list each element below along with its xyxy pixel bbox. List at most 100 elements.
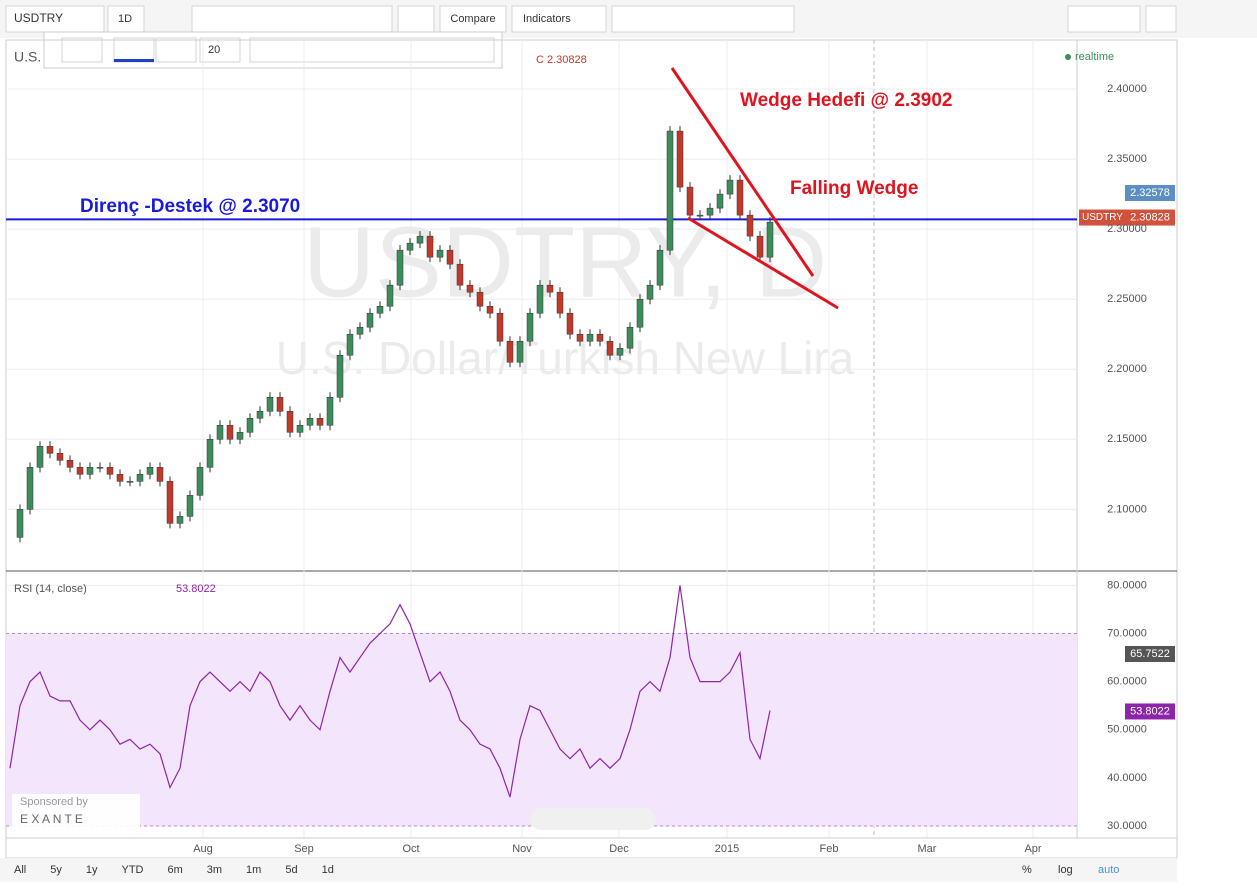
range-button[interactable]: 5y — [50, 864, 62, 876]
candle-body — [66, 460, 74, 468]
x-tick-label: Sep — [294, 843, 314, 855]
candle-body — [276, 397, 284, 412]
candle-body — [516, 340, 524, 363]
interval-box[interactable] — [107, 5, 145, 33]
undo-redo[interactable] — [1067, 5, 1141, 33]
candle-body — [336, 354, 344, 398]
doc-button[interactable] — [61, 37, 103, 63]
candle-body — [196, 467, 204, 496]
candle-body — [166, 481, 174, 524]
tools-buttons[interactable] — [611, 5, 795, 33]
y-tick-label: 30.0000 — [1107, 820, 1147, 832]
x-tick-label: Mar — [918, 843, 937, 855]
candle-body — [236, 432, 244, 440]
candle-body — [566, 312, 574, 335]
candle-body — [86, 467, 94, 475]
x-tick-label: Oct — [402, 843, 419, 855]
candle-body — [296, 425, 304, 433]
y-tick-label: 2.35000 — [1107, 153, 1147, 165]
candle-body — [716, 193, 724, 209]
candle-body — [496, 312, 504, 342]
fullscreen[interactable] — [1145, 5, 1177, 33]
candle-body — [556, 291, 564, 314]
candle-body — [696, 214, 704, 217]
range-button[interactable]: YTD — [121, 864, 143, 876]
candle-body — [206, 439, 214, 468]
candle-body — [286, 411, 294, 433]
candle-body — [586, 333, 594, 342]
scale-option[interactable]: auto — [1098, 864, 1119, 876]
rsi-title: RSI (14, close) — [14, 583, 87, 595]
rsi-label: 65.7522 — [1130, 648, 1170, 660]
candle-body — [246, 418, 254, 433]
rsi-line — [9, 585, 771, 798]
x-tick-label: Nov — [512, 843, 532, 855]
compare: Compare — [450, 13, 495, 25]
y-tick-label: 80.0000 — [1107, 579, 1147, 591]
range-button[interactable]: 1d — [322, 864, 334, 876]
candle-body — [126, 481, 134, 483]
candle-body — [156, 467, 164, 482]
rsi-label: 53.8022 — [1130, 705, 1170, 717]
range-button[interactable]: All — [14, 864, 26, 876]
candle-body — [726, 179, 734, 195]
candle-body — [116, 474, 124, 482]
y-tick-label: 2.40000 — [1107, 83, 1147, 95]
candle-body — [656, 249, 664, 286]
rsi-last: 53.8022 — [176, 583, 216, 595]
y-tick-label: 50.0000 — [1107, 724, 1147, 736]
candle-body — [386, 284, 394, 307]
compare-button[interactable] — [439, 5, 507, 33]
y-tick-label: 2.20000 — [1107, 363, 1147, 375]
candle-body — [216, 425, 224, 440]
range-button[interactable]: 6m — [167, 864, 182, 876]
candle-body — [536, 284, 544, 314]
symbol-tag — [1079, 209, 1125, 226]
candle-body — [486, 305, 494, 314]
y-tick-label: 70.0000 — [1107, 627, 1147, 639]
text-color[interactable] — [113, 37, 155, 63]
x-tick-label: 2015-02-13 — [845, 843, 901, 855]
candle-body — [186, 495, 194, 517]
rsi-label-box — [1125, 645, 1175, 662]
range-button[interactable]: 5d — [285, 864, 297, 876]
price-label-box — [1125, 185, 1175, 202]
price-label: 2.30828 — [1130, 211, 1170, 223]
candle-body — [446, 249, 454, 265]
legend-close: C 2.30828 — [536, 54, 587, 66]
font-size: 20 — [208, 44, 220, 56]
scale-option[interactable]: % — [1022, 864, 1032, 876]
time-axis — [5, 837, 1178, 859]
candle-body — [76, 467, 84, 475]
candle-body — [256, 411, 264, 419]
settings-button[interactable] — [397, 5, 435, 33]
indicators-button[interactable] — [511, 5, 607, 33]
y-tick-label: 40.0000 — [1107, 772, 1147, 784]
symbol: USDTRY — [14, 11, 63, 25]
candle-body — [636, 298, 644, 328]
scale-option[interactable]: log — [1058, 864, 1073, 876]
range-button[interactable]: 1y — [86, 864, 98, 876]
y-tick-label: 2.30000 — [1107, 223, 1147, 235]
color-swatch — [114, 59, 154, 62]
chart-style-buttons[interactable] — [191, 5, 393, 33]
candle-body — [356, 326, 364, 335]
candle-body — [626, 326, 634, 349]
x-tick-label: Aug — [193, 843, 213, 855]
rsi-band — [6, 633, 1077, 826]
font-size-box[interactable] — [199, 37, 241, 63]
marks: 2.32578 USDTRY 2.30828 65.7522 53.8022 — [6, 126, 1175, 798]
candle-body — [436, 249, 444, 258]
candle-body — [36, 446, 44, 468]
drawing-actions[interactable] — [249, 37, 495, 63]
range-button[interactable]: 1m — [246, 864, 261, 876]
candle-body — [756, 235, 764, 258]
candle-body — [616, 347, 624, 356]
price-label-box — [1125, 209, 1175, 226]
candle-body — [306, 418, 314, 426]
zoom-controls[interactable] — [530, 808, 656, 830]
range-button[interactable]: 3m — [207, 864, 222, 876]
symbol-box[interactable] — [5, 5, 105, 33]
line-color[interactable] — [155, 37, 197, 63]
